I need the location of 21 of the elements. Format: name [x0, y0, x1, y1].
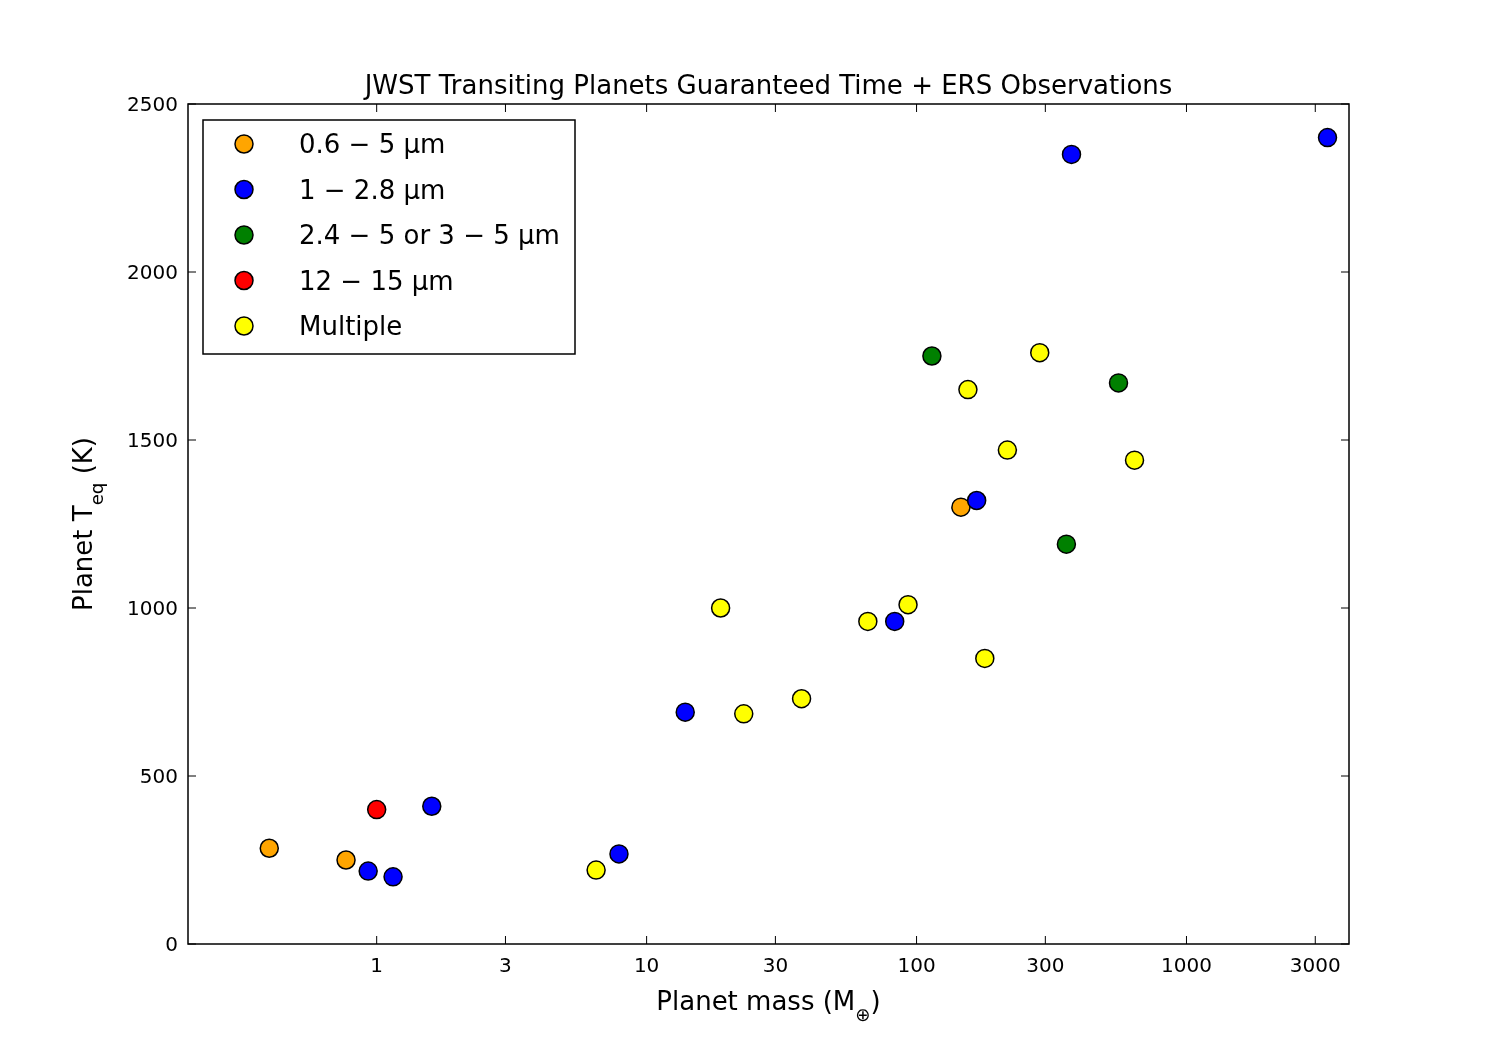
legend-label: 2.4 − 5 or 3 − 5 μm [299, 220, 560, 250]
legend-label: Multiple [299, 311, 403, 341]
x-axis-title: Planet mass (M$_{⊕}$) [656, 986, 881, 1025]
x-tick-label: 10 [633, 953, 660, 977]
legend-label: 0.6 − 5 μm [299, 129, 446, 159]
legend-label: 12 − 15 μm [299, 265, 454, 296]
x-tick-label: 30 [762, 953, 789, 977]
legend-label: 1 − 2.8 μm [299, 174, 446, 205]
y-tick-label: 500 [139, 764, 178, 788]
x-tick-label: 300 [1026, 953, 1065, 977]
y-tick-label: 1000 [127, 596, 178, 620]
x-tick-label: 3 [499, 953, 512, 977]
y-tick-label: 2500 [127, 92, 178, 116]
x-tick-label: 100 [897, 953, 936, 977]
y-tick-label: 1500 [127, 428, 178, 452]
x-tick-label: 1000 [1161, 953, 1212, 977]
y-tick-label: 0 [165, 932, 178, 956]
x-tick-label: 1 [370, 953, 384, 977]
y-tick-label: 2000 [127, 260, 178, 284]
chart-title: JWST Transiting Planets Guaranteed Time + ERS Observations [362, 70, 1173, 100]
x-tick-label: 3000 [1289, 953, 1341, 977]
